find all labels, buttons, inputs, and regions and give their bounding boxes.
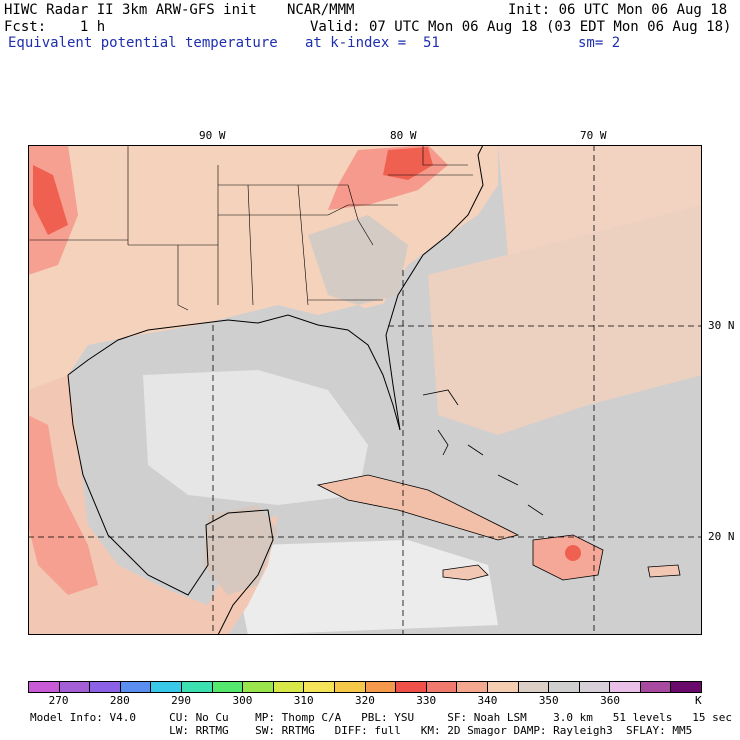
model-info-line2: LW: RRTMG SW: RRTMG DIFF: full KM: 2D Sm… — [30, 724, 693, 737]
colorbar-swatch — [518, 682, 550, 692]
colorbar-swatch — [426, 682, 458, 692]
colorbar-swatch — [365, 682, 397, 692]
colorbar-tick-label: 320 — [355, 694, 375, 707]
atlantic-warm-band — [428, 205, 702, 435]
colorbar-swatch — [29, 682, 60, 692]
puerto-rico — [647, 564, 681, 578]
appalachian-hottest — [383, 147, 433, 180]
atlantic-warm-north — [498, 145, 702, 255]
colorbar-tick-label: 350 — [538, 694, 559, 707]
colorbar-swatch — [671, 682, 702, 692]
lat-label-20n: 20 N — [708, 530, 735, 543]
se-us-grey — [308, 215, 408, 305]
state-boundaries — [28, 145, 473, 311]
colorbar-tick-label: 310 — [293, 694, 314, 707]
colorbar-tick-label: 330 — [416, 694, 437, 707]
colorbar-swatch — [396, 682, 427, 692]
colorbar-tick-label: 280 — [109, 694, 130, 707]
colorbar — [28, 681, 702, 693]
model-title: HIWC Radar II 3km ARW-GFS init — [4, 2, 257, 18]
florida-peninsula — [358, 300, 408, 430]
lon-label-80w: 80 W — [390, 129, 417, 142]
us-gulf-coastline — [67, 314, 401, 431]
hispaniola-hotspot — [565, 545, 581, 561]
us-land — [28, 145, 498, 390]
field-name: Equivalent potential temperature — [8, 35, 278, 51]
colorbar-swatch — [151, 682, 182, 692]
colorbar-swatch — [273, 682, 305, 692]
institution-label: NCAR/MMM — [287, 2, 355, 18]
cuba — [316, 474, 520, 541]
colorbar-tick-label: 300 — [232, 694, 253, 707]
colorbar-swatch — [579, 682, 611, 692]
mexico-hot — [28, 415, 98, 595]
model-info-line1: Model Info: V4.0 CU: No Cu MP: Thomp C/A… — [30, 711, 732, 724]
lon-label-70w: 70 W — [580, 129, 607, 142]
colorbar-swatch — [243, 682, 274, 692]
gulf-light-area — [143, 370, 368, 505]
caribbean-light-area — [238, 540, 498, 635]
jamaica — [442, 564, 489, 581]
colorbar-unit: K — [695, 694, 702, 707]
smoothing-info: sm= 2 — [578, 35, 621, 51]
colorbar-swatch — [120, 682, 152, 692]
weather-map — [28, 145, 702, 635]
init-time: Init: 06 UTC Mon 06 Aug 18 — [508, 2, 728, 18]
colorbar-tick-label: 360 — [600, 694, 620, 707]
colorbar-swatch — [90, 682, 121, 692]
us-atlantic-coastline — [385, 145, 484, 431]
lon-label-90w: 90 W — [199, 129, 226, 142]
colorbar-swatch — [457, 682, 488, 692]
bahamas-islands — [422, 389, 544, 516]
colorbar-tick-label: 290 — [171, 694, 192, 707]
lat-lon-grid — [28, 145, 702, 635]
colorbar-swatch — [334, 682, 366, 692]
map-border — [28, 145, 702, 635]
mexico-coastline — [67, 374, 274, 635]
colorbar-tick-label: 340 — [477, 694, 498, 707]
texas-hottest — [33, 165, 68, 235]
colorbar-swatch — [487, 682, 519, 692]
colorbar-swatch — [304, 682, 335, 692]
colorbar-swatch — [640, 682, 672, 692]
valid-time: Valid: 07 UTC Mon 06 Aug 18 (03 EDT Mon … — [310, 19, 732, 35]
colorbar-tick-label: 270 — [48, 694, 69, 707]
colorbar-swatch — [549, 682, 580, 692]
colorbar-swatch — [610, 682, 641, 692]
colorbar-swatch — [212, 682, 244, 692]
level-info: at k-index = 51 — [305, 35, 440, 51]
forecast-hour: Fcst: 1 h — [4, 19, 106, 35]
colorbar-swatch — [59, 682, 91, 692]
colorbar-swatch — [181, 682, 213, 692]
lat-label-30n: 30 N — [708, 319, 735, 332]
